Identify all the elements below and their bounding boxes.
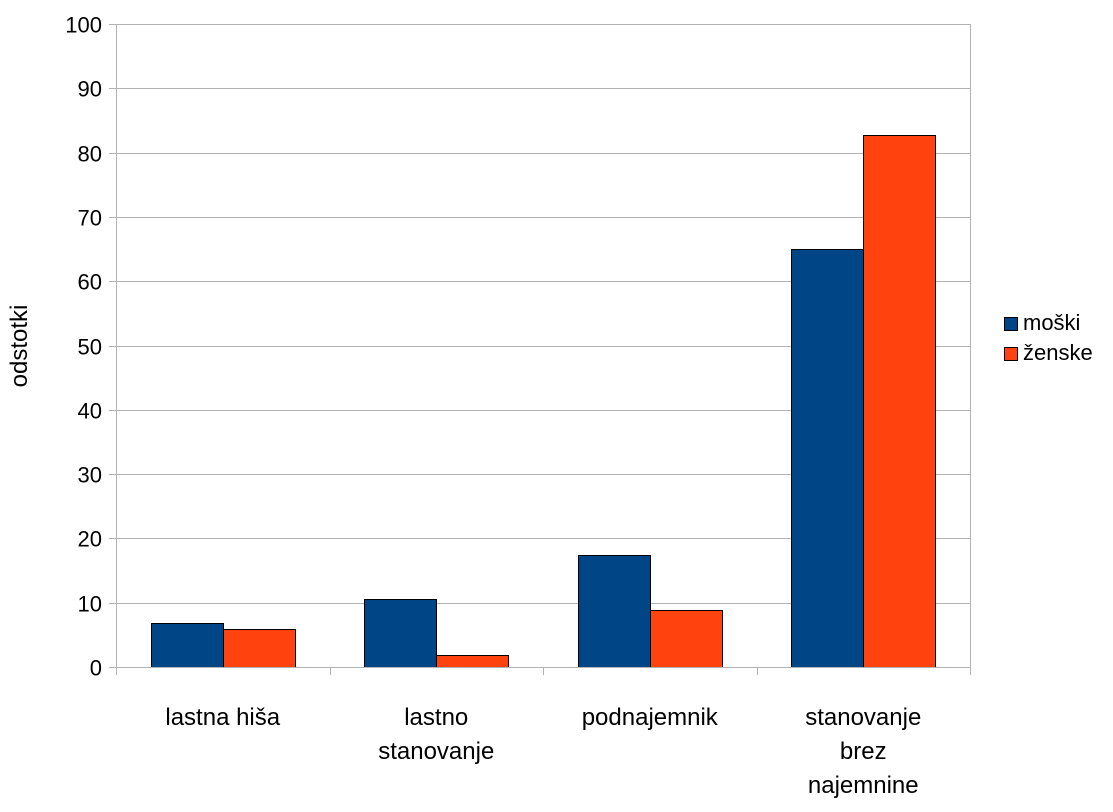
y-tick-label: 40	[78, 399, 102, 424]
x-tick-label: stanovanje brez najemnine	[805, 704, 921, 799]
y-tick-label: 70	[78, 206, 102, 231]
tick-labels: 0 10 20 30 40 50 60 70 80 90 100 lastna hiša lastno s…	[65, 13, 921, 800]
y-tick-label: 50	[78, 335, 102, 360]
bar-series-2	[223, 629, 296, 668]
y-tick-label: 10	[78, 592, 102, 617]
x-tick-label: lastna hiša	[165, 704, 280, 731]
x-tick-label-line: brez	[840, 738, 887, 765]
x-tick-label: podnajemnik	[582, 704, 719, 731]
legend-label: ženske	[1023, 340, 1093, 365]
legend: moški ženske	[1004, 310, 1093, 365]
y-tick-label: 20	[78, 527, 102, 552]
bar-series-1	[151, 623, 224, 668]
bar-series-1	[364, 599, 437, 668]
axes	[109, 24, 971, 675]
bars	[151, 135, 936, 668]
bar-series-1	[791, 249, 864, 668]
y-tick-label: 100	[65, 13, 102, 38]
x-tick-label-line: najemnine	[808, 772, 919, 799]
legend-swatch	[1004, 317, 1018, 331]
bar-series-2	[436, 655, 509, 668]
y-tick-label: 80	[78, 142, 102, 167]
y-axis-label: odstotki	[6, 305, 33, 388]
x-tick-label-line: lastno	[404, 704, 468, 731]
y-tick-label: 30	[78, 463, 102, 488]
bar-series-2	[863, 135, 936, 668]
legend-swatch	[1004, 347, 1018, 361]
y-tick-label: 90	[78, 77, 102, 102]
x-tick-label-line: stanovanje	[805, 704, 921, 731]
bar-series-1	[578, 555, 651, 668]
y-tick-label: 0	[90, 656, 102, 681]
x-tick-label: lastno stanovanje	[378, 704, 494, 765]
x-tick-label-line: lastna hiša	[165, 704, 280, 731]
y-tick-label: 60	[78, 270, 102, 295]
bar-series-2	[650, 610, 723, 668]
x-tick-label-line: podnajemnik	[582, 704, 719, 731]
x-tick-label-line: stanovanje	[378, 738, 494, 765]
legend-label: moški	[1023, 310, 1080, 335]
